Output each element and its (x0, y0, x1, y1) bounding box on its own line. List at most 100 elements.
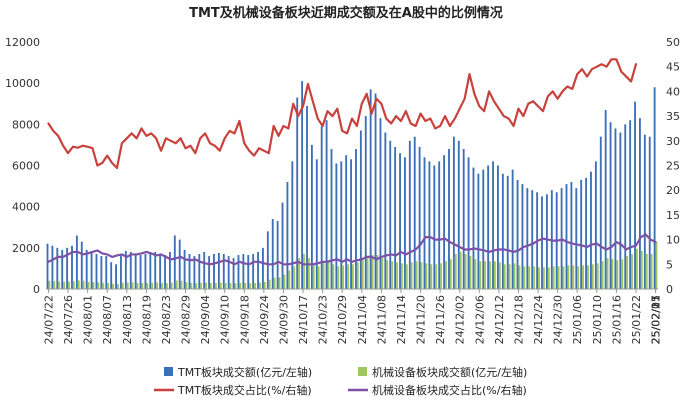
bar-s2-31 (200, 282, 203, 289)
bar-s2-39 (239, 283, 242, 289)
bar-s1-118 (624, 124, 627, 289)
x-tick-label-7: 24/08/29 (180, 295, 193, 344)
bar-s2-100 (538, 267, 540, 289)
bar-s2-119 (631, 254, 633, 289)
legend-label-4: 机械设备板块成交占比(%/右轴) (372, 383, 527, 397)
legend-item-4: 机械设备板块成交占比(%/右轴) (348, 383, 527, 397)
bar-s2-42 (254, 282, 256, 289)
bar-s1-88 (477, 173, 480, 289)
bar-s1-114 (604, 109, 607, 290)
bar-s2-89 (484, 261, 487, 289)
legend-layer: TMT板块成交额(亿元/左轴) 机械设备板块成交额(亿元/左轴) TMT板块成交占比… (154, 365, 527, 397)
bar-s2-16 (126, 282, 129, 289)
bar-s1-111 (590, 171, 592, 289)
bar-s2-95 (513, 263, 516, 289)
bar-s2-67 (376, 255, 379, 289)
bar-s1-61 (345, 155, 348, 289)
bar-s1-63 (355, 149, 357, 289)
y-left-tick-label-5: 10000 (5, 77, 40, 90)
bar-s2-104 (557, 266, 560, 289)
bar-s1-65 (364, 116, 367, 289)
bar-s2-61 (347, 264, 349, 289)
bar-s1-121 (639, 118, 641, 289)
bar-s1-79 (433, 165, 436, 289)
bar-s1-25 (168, 251, 171, 289)
bar-s2-69 (386, 260, 389, 289)
bar-s1-115 (609, 122, 612, 290)
bar-s1-101 (541, 196, 543, 290)
y-right-tick-label-8: 40 (666, 85, 680, 98)
bar-s2-88 (479, 261, 482, 289)
bar-s2-79 (435, 264, 438, 289)
bar-s1-102 (545, 194, 548, 289)
bar-s2-118 (626, 256, 629, 289)
bar-s1-46 (271, 219, 274, 289)
bar-s1-51 (296, 97, 299, 289)
bar-s1-17 (129, 251, 132, 289)
bar-s1-81 (443, 155, 446, 289)
bar-s1-43 (257, 251, 259, 289)
bar-s1-83 (452, 136, 455, 289)
bar-s1-56 (320, 126, 323, 289)
bar-s2-96 (518, 265, 521, 289)
y-right-tick-label-10: 50 (666, 36, 680, 49)
bar-s2-98 (528, 266, 531, 289)
bar-s1-93 (501, 173, 504, 289)
bar-s2-38 (234, 283, 237, 289)
bar-s1-10 (95, 254, 98, 289)
bar-s2-73 (405, 264, 408, 289)
bar-s2-60 (342, 265, 345, 289)
bar-s2-8 (87, 281, 90, 289)
y-right-tick-label-0: 0 (666, 283, 673, 296)
bar-s2-58 (332, 264, 335, 289)
bar-s2-112 (596, 263, 599, 289)
bar-s2-102 (547, 267, 550, 289)
x-tick-label-32: 25/02/11 (650, 295, 663, 344)
bar-s1-49 (286, 181, 289, 289)
bar-s2-74 (410, 262, 413, 289)
bar-s2-86 (469, 256, 472, 289)
bar-s2-47 (278, 277, 281, 289)
bar-s2-57 (327, 260, 330, 289)
bar-series-2 (48, 241, 658, 290)
bar-s1-75 (413, 136, 416, 289)
bar-s1-67 (374, 93, 377, 290)
bar-s1-44 (262, 247, 264, 289)
bar-s2-14 (116, 284, 119, 289)
x-tick-label-17: 24/11/08 (375, 295, 388, 344)
x-tick-label-5: 24/08/19 (140, 295, 153, 344)
y-left-tick-label-4: 8000 (12, 118, 40, 131)
x-tick-label-4: 24/08/13 (121, 295, 134, 344)
bar-s2-20 (146, 282, 149, 289)
bar-s1-110 (585, 177, 588, 289)
bar-s2-48 (283, 274, 286, 289)
bar-s1-73 (404, 157, 406, 289)
bar-s2-21 (151, 282, 154, 289)
x-tick-label-21: 24/12/02 (454, 295, 467, 344)
bar-s1-59 (335, 163, 338, 289)
bar-s1-94 (506, 175, 509, 289)
bar-s2-77 (425, 263, 428, 289)
x-tick-label-34: 25/02/21 (650, 295, 663, 344)
x-tick-label-18: 24/11/14 (395, 295, 408, 344)
legend-label-3: TMT板块成交占比(%/右轴) (177, 383, 312, 397)
bar-s2-120 (635, 248, 638, 289)
bar-s1-74 (408, 140, 411, 289)
bar-s1-87 (472, 167, 475, 289)
bar-s2-7 (82, 280, 85, 289)
bar-s1-107 (570, 181, 573, 289)
bar-s2-87 (474, 259, 477, 289)
y-left-tick-label-0: 0 (33, 283, 40, 296)
lines-layer (47, 58, 657, 266)
bar-s2-81 (445, 261, 447, 289)
bar-s2-54 (312, 264, 315, 289)
bar-s2-53 (307, 258, 310, 290)
x-tick-label-3: 24/08/07 (101, 295, 114, 344)
legend-item-1: TMT板块成交额(亿元/左轴) (164, 365, 312, 379)
bar-s1-69 (384, 132, 387, 289)
bar-s1-29 (188, 254, 191, 289)
bar-s1-30 (193, 256, 196, 289)
bar-s1-12 (105, 256, 108, 289)
x-tick-label-24: 24/12/18 (512, 295, 525, 344)
bar-s1-28 (183, 249, 186, 289)
